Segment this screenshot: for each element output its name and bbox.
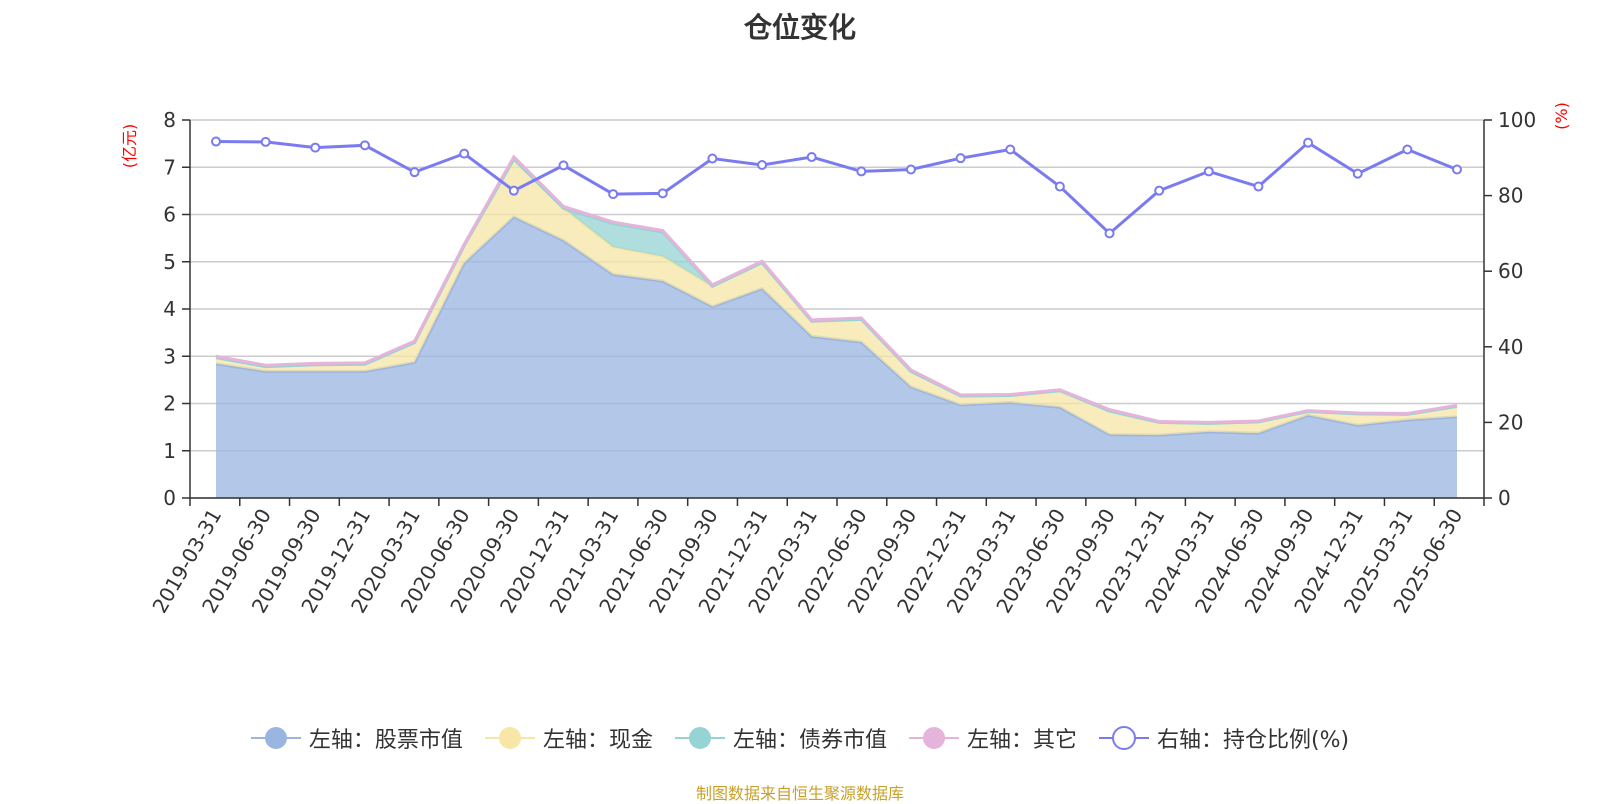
legend-symbol-icon bbox=[250, 727, 301, 749]
ratio-point[interactable] bbox=[359, 140, 370, 151]
ratio-point[interactable] bbox=[1054, 181, 1065, 192]
ratio-point[interactable] bbox=[1253, 181, 1264, 192]
legend-item[interactable]: 左轴：现金 bbox=[484, 722, 653, 754]
left-tick-label: 6 bbox=[163, 203, 176, 227]
left-tick-label: 4 bbox=[163, 297, 176, 321]
legend-label: 左轴：其它 bbox=[966, 728, 1077, 753]
legend-label: 左轴：债券市值 bbox=[732, 728, 887, 753]
ratio-point[interactable] bbox=[905, 164, 916, 175]
left-axis-unit: (亿元) bbox=[120, 124, 139, 169]
ratio-point[interactable] bbox=[806, 152, 817, 163]
area-series-edge-3 bbox=[215, 154, 1458, 424]
legend-symbol-icon bbox=[908, 727, 959, 749]
ratio-point[interactable] bbox=[757, 159, 768, 170]
legend-symbol-icon bbox=[674, 727, 725, 749]
right-tick-label: 20 bbox=[1498, 410, 1523, 434]
ratio-point[interactable] bbox=[856, 166, 867, 177]
right-tick-label: 60 bbox=[1498, 259, 1523, 283]
legend-item[interactable]: 右轴：持仓比例(%) bbox=[1098, 722, 1350, 754]
left-tick-label: 8 bbox=[163, 108, 176, 132]
chart-title: 仓位变化 bbox=[743, 11, 856, 44]
right-tick-label: 80 bbox=[1498, 184, 1523, 208]
legend-symbol-icon bbox=[484, 727, 535, 749]
ratio-point[interactable] bbox=[211, 136, 221, 147]
left-tick-label: 7 bbox=[163, 155, 176, 179]
ratio-point[interactable] bbox=[608, 189, 619, 200]
legend-label: 右轴：持仓比例(%) bbox=[1156, 728, 1350, 753]
ratio-point[interactable] bbox=[310, 142, 321, 153]
legend: 左轴：股票市值 左轴：现金 左轴：债券市值 左轴：其它 右轴：持仓比例(%) bbox=[0, 722, 1600, 754]
left-tick-label: 3 bbox=[163, 344, 176, 368]
area-series-layer bbox=[215, 154, 1458, 499]
ratio-point[interactable] bbox=[409, 167, 420, 178]
legend-label: 左轴：现金 bbox=[542, 728, 653, 753]
ratio-point[interactable] bbox=[1104, 228, 1115, 239]
ratio-point[interactable] bbox=[1203, 166, 1214, 177]
data-source-note: 制图数据来自恒生聚源数据库 bbox=[695, 784, 904, 803]
right-tick-label: 0 bbox=[1498, 486, 1511, 510]
ratio-point[interactable] bbox=[1452, 164, 1462, 175]
ratio-point[interactable] bbox=[260, 136, 271, 147]
legend-symbol-icon bbox=[1098, 726, 1149, 750]
ratio-point[interactable] bbox=[1303, 137, 1314, 148]
ratio-point[interactable] bbox=[459, 148, 470, 159]
left-tick-label: 1 bbox=[163, 439, 176, 463]
legend-item[interactable]: 左轴：债券市值 bbox=[674, 722, 887, 754]
legend-label: 左轴：股票市值 bbox=[308, 728, 463, 753]
ratio-point[interactable] bbox=[1352, 168, 1363, 179]
ratio-point[interactable] bbox=[558, 160, 569, 171]
left-tick-label: 0 bbox=[163, 486, 176, 510]
legend-item[interactable]: 左轴：股票市值 bbox=[250, 722, 463, 754]
ratio-point[interactable] bbox=[707, 153, 718, 164]
ratio-point[interactable] bbox=[1005, 144, 1016, 155]
ratio-point[interactable] bbox=[657, 188, 668, 199]
legend-item[interactable]: 左轴：其它 bbox=[908, 722, 1077, 754]
ratio-point[interactable] bbox=[1402, 144, 1413, 155]
ratio-line-layer bbox=[211, 136, 1462, 239]
right-tick-label: 40 bbox=[1498, 335, 1523, 359]
area-series-0 bbox=[216, 216, 1457, 499]
ratio-point[interactable] bbox=[508, 185, 519, 196]
left-tick-label: 5 bbox=[163, 250, 176, 274]
right-tick-label: 100 bbox=[1498, 108, 1536, 132]
ratio-line bbox=[215, 140, 1458, 236]
left-tick-label: 2 bbox=[163, 392, 176, 416]
ratio-point[interactable] bbox=[1154, 185, 1165, 196]
right-axis-unit: (%) bbox=[1552, 102, 1571, 130]
ratio-point[interactable] bbox=[955, 153, 966, 164]
